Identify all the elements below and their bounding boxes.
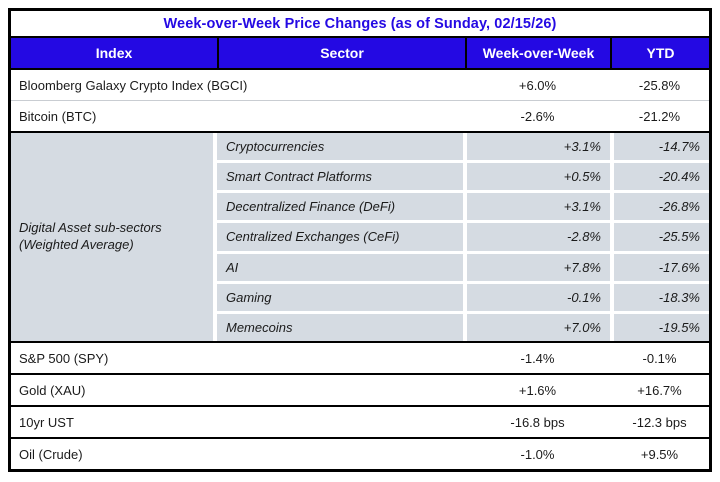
wow-value: -0.1% <box>467 283 610 311</box>
page: Week-over-Week Price Changes (as of Sund… <box>0 8 720 482</box>
subsector-group-label-line1: Digital Asset sub-sectors <box>19 220 162 236</box>
column-header-sector: Sector <box>217 38 465 68</box>
ytd-value: -21.2% <box>638 108 681 124</box>
table-row-bgci: Bloomberg Galaxy Crypto Index (BGCI) +6.… <box>11 70 709 101</box>
ytd-value: +9.5% <box>640 446 679 462</box>
ytd-value: -19.5% <box>614 313 709 341</box>
wow-value: -1.0% <box>520 446 555 462</box>
table-title-bar: Week-over-Week Price Changes (as of Sund… <box>11 11 709 36</box>
wow-value: +3.1% <box>467 133 610 161</box>
index-label: Oil (Crude) <box>19 446 83 462</box>
column-header-index: Index <box>95 45 133 61</box>
ytd-value: -25.5% <box>614 223 709 251</box>
ytd-value: -25.8% <box>638 77 681 93</box>
index-label: Gold (XAU) <box>19 382 86 398</box>
subsector-group-label: Digital Asset sub-sectors (Weighted Aver… <box>11 133 213 341</box>
table-row-oil: Oil (Crude) -1.0% +9.5% <box>11 439 709 469</box>
index-label: 10yr UST <box>19 414 74 430</box>
ytd-value: -12.3 bps <box>632 414 687 430</box>
ytd-value: -26.8% <box>614 193 709 221</box>
index-label: Bloomberg Galaxy Crypto Index (BGCI) <box>19 77 248 93</box>
table-header-row: Index Sector Week-over-Week YTD <box>11 36 709 70</box>
wow-value: +0.5% <box>467 163 610 191</box>
price-changes-table: Week-over-Week Price Changes (as of Sund… <box>8 8 712 472</box>
subsector-block: Digital Asset sub-sectors (Weighted Aver… <box>11 131 709 343</box>
sector-label: Memecoins <box>217 313 463 341</box>
column-header-week-over-week: Week-over-Week <box>465 38 610 68</box>
wow-value: +7.8% <box>467 253 610 281</box>
ytd-value: -20.4% <box>614 163 709 191</box>
wow-value: +7.0% <box>467 313 610 341</box>
wow-value: -16.8 bps <box>510 414 565 430</box>
index-label: S&P 500 (SPY) <box>19 350 109 366</box>
index-label: Bitcoin (BTC) <box>19 108 97 124</box>
column-header-ytd: YTD <box>610 38 709 68</box>
table-row-btc: Bitcoin (BTC) -2.6% -21.2% <box>11 101 709 131</box>
sector-label: Smart Contract Platforms <box>217 163 463 191</box>
wow-value: +1.6% <box>518 382 557 398</box>
table-row-spy: S&P 500 (SPY) -1.4% -0.1% <box>11 343 709 375</box>
wow-value: -2.6% <box>520 108 555 124</box>
ytd-value: -14.7% <box>614 133 709 161</box>
table-title: Week-over-Week Price Changes (as of Sund… <box>163 15 557 32</box>
ytd-value: -18.3% <box>614 283 709 311</box>
ytd-value: +16.7% <box>637 382 682 398</box>
wow-value: -1.4% <box>520 350 555 366</box>
ytd-value: -17.6% <box>614 253 709 281</box>
ytd-value: -0.1% <box>642 350 677 366</box>
wow-value: -2.8% <box>467 223 610 251</box>
sector-label: Gaming <box>217 283 463 311</box>
sector-label: AI <box>217 253 463 281</box>
wow-value: +6.0% <box>518 77 557 93</box>
table-row-10yr-ust: 10yr UST -16.8 bps -12.3 bps <box>11 407 709 439</box>
sector-label: Centralized Exchanges (CeFi) <box>217 223 463 251</box>
table-row-gold: Gold (XAU) +1.6% +16.7% <box>11 375 709 407</box>
wow-value: +3.1% <box>467 193 610 221</box>
sector-label: Decentralized Finance (DeFi) <box>217 193 463 221</box>
subsector-group-label-line2: (Weighted Average) <box>19 236 134 252</box>
sector-label: Cryptocurrencies <box>217 133 463 161</box>
